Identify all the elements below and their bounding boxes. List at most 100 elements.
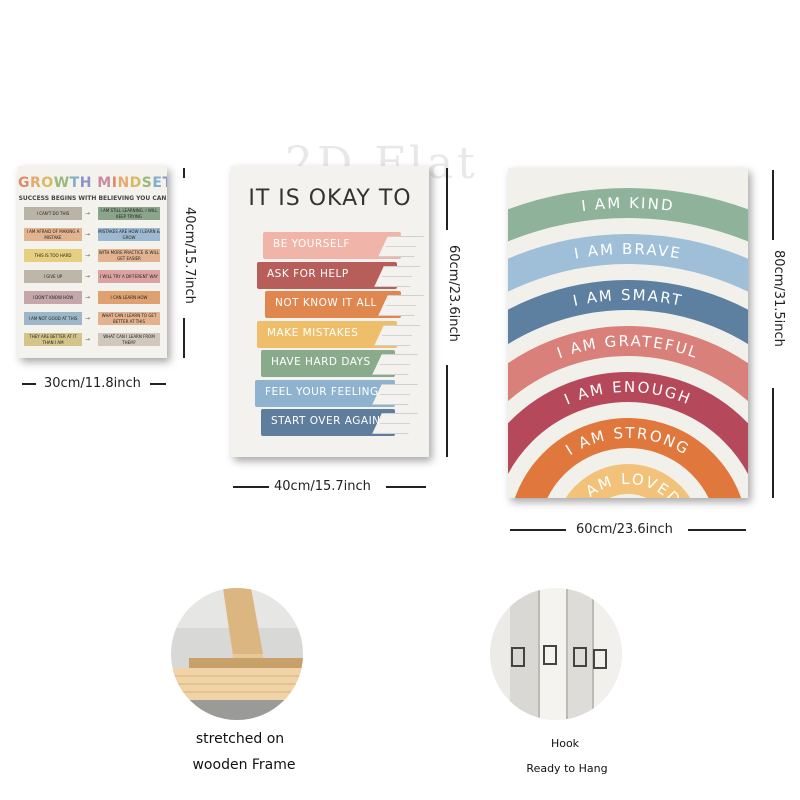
width-dimension-line bbox=[386, 486, 426, 488]
frame-caption-line2: wooden Frame bbox=[192, 757, 296, 773]
height-dimension-line bbox=[446, 168, 448, 230]
book-spine: NOT KNOW IT ALL bbox=[265, 291, 424, 318]
title-letter: R bbox=[30, 175, 42, 191]
height-dimension-line bbox=[772, 170, 774, 240]
mindset-row: THIS IS TOO HARD → WITH MORE PRACTICE IS W… bbox=[24, 248, 164, 264]
growth-mindset-phrase: WITH MORE PRACTICE IS WILL GET EASIER bbox=[98, 249, 160, 262]
hook-caption-line1: Hook bbox=[550, 737, 580, 750]
growth-mindset-phrase: I WILL TRY A DIFFERENT WAY bbox=[98, 270, 160, 283]
book-spine: MAKE MISTAKES bbox=[257, 320, 420, 348]
wooden-frame-image bbox=[171, 588, 303, 720]
book-pages bbox=[374, 324, 420, 346]
book-pages bbox=[378, 295, 424, 316]
mindset-row: I AM AFRAID OF MAKING A MISTAKE → MISTAKES… bbox=[24, 227, 164, 243]
title-letter: T bbox=[162, 175, 167, 191]
book-label: FEEL YOUR FEELINGS bbox=[265, 385, 386, 398]
wooden-frame-detail bbox=[171, 588, 303, 720]
rainbow-arc bbox=[508, 326, 748, 402]
book-spine: ASK FOR HELP bbox=[257, 261, 420, 289]
mindset-row: I AM NOT GOOD AT THIS → WHAT CAN I LEARN T… bbox=[24, 311, 164, 327]
title-letter: T bbox=[69, 175, 80, 191]
arrow-right-icon: → bbox=[85, 231, 91, 238]
width-label-medium: 40cm/15.7inch bbox=[274, 479, 371, 494]
height-label-large: 80cm/31.5inch bbox=[771, 250, 786, 347]
title-letter: O bbox=[41, 175, 54, 191]
frame-caption-line1: stretched on bbox=[195, 731, 285, 747]
book-label: BE YOURSELF bbox=[273, 238, 350, 250]
fixed-mindset-phrase: I DON'T KNOW HOW bbox=[24, 291, 82, 304]
rainbow-arc bbox=[508, 372, 748, 475]
rainbow-arc bbox=[508, 234, 748, 292]
arrow-right-icon: → bbox=[85, 294, 91, 301]
width-label-large: 60cm/23.6inch bbox=[576, 522, 673, 537]
width-dimension-line bbox=[510, 529, 566, 531]
arrow-right-icon: → bbox=[85, 315, 91, 322]
okay-poster-title: IT IS OKAY TO bbox=[248, 186, 412, 211]
title-letter: G bbox=[18, 175, 30, 191]
arrow-right-icon: → bbox=[85, 210, 91, 217]
book-pages bbox=[374, 265, 420, 287]
title-letter: H bbox=[79, 175, 92, 191]
rainbow-arc bbox=[514, 418, 742, 498]
book-label: START OVER AGAIN bbox=[271, 415, 381, 427]
fixed-mindset-phrase: I AM NOT GOOD AT THIS bbox=[24, 312, 82, 325]
height-dimension-line bbox=[183, 318, 185, 358]
width-label-small: 30cm/11.8inch bbox=[44, 376, 141, 391]
title-letter: D bbox=[129, 175, 142, 191]
book-label: MAKE MISTAKES bbox=[267, 326, 359, 339]
book-label: NOT KNOW IT ALL bbox=[275, 297, 377, 309]
mindset-row: I DON'T KNOW HOW → I CAN LEARN HOW bbox=[24, 290, 164, 306]
book-pages bbox=[372, 354, 418, 375]
hook-image bbox=[490, 588, 622, 720]
book-pages bbox=[372, 413, 418, 434]
growth-mindset-poster: GROWTH MINDSET SUCCESS BEGINS WITH BELIE… bbox=[18, 166, 167, 358]
arrow-right-icon: → bbox=[85, 273, 91, 280]
growth-mindset-phrase: I CAN LEARN HOW bbox=[98, 291, 160, 304]
title-letter: S bbox=[141, 175, 153, 191]
width-dimension-line bbox=[22, 383, 36, 385]
height-dimension-line bbox=[183, 168, 185, 178]
book-label: HAVE HARD DAYS bbox=[271, 356, 371, 368]
rainbow-arc bbox=[508, 280, 748, 345]
book-spine: HAVE HARD DAYS bbox=[261, 350, 418, 377]
mindset-row: I GIVE UP → I WILL TRY A DIFFERENT WAY bbox=[24, 269, 164, 285]
affirmation-label: I AM KIND bbox=[580, 194, 675, 215]
height-dimension-line bbox=[446, 365, 448, 457]
title-letter: M bbox=[97, 175, 112, 191]
height-label-medium: 60cm/23.6inch bbox=[446, 245, 461, 342]
book-spine: BE YOURSELF bbox=[263, 232, 424, 259]
growth-mindset-phrase: MISTAKES ARE HOW I LEARN & GROW bbox=[98, 228, 160, 241]
arrow-right-icon: → bbox=[85, 252, 91, 259]
mindset-row: I CAN'T DO THIS → I AM STILL LEARNING. I W… bbox=[24, 206, 164, 222]
height-dimension-line bbox=[772, 388, 774, 498]
hook-caption-line2: Ready to Hang bbox=[526, 762, 608, 775]
growth-mindset-phrase: I AM STILL LEARNING. I WILL KEEP TRYING bbox=[98, 207, 160, 220]
growth-mindset-phrase: WHAT CAN I LEARN TO GET BETTER AT THIS bbox=[98, 312, 160, 325]
title-letter: E bbox=[152, 175, 163, 191]
fixed-mindset-phrase: I CAN'T DO THIS bbox=[24, 207, 82, 220]
rainbow-poster: I AM KIND I AM BRAVE I AM SMART I AM GRATEF… bbox=[508, 168, 748, 498]
width-dimension-line bbox=[150, 383, 166, 385]
affirmation-label: I AM BRAVE bbox=[573, 240, 683, 263]
fixed-mindset-phrase: I GIVE UP bbox=[24, 270, 82, 283]
affirmation-label: I AM SMART bbox=[571, 286, 684, 310]
fixed-mindset-phrase: THIS IS TOO HARD bbox=[24, 249, 82, 262]
arrow-right-icon: → bbox=[85, 336, 91, 343]
width-dimension-line bbox=[688, 529, 746, 531]
fixed-mindset-phrase: THEY ARE BETTER AT IT THAN I AM bbox=[24, 333, 82, 346]
width-dimension-line bbox=[233, 486, 269, 488]
book-pages bbox=[378, 236, 424, 257]
title-letter: N bbox=[117, 175, 130, 191]
height-label-small: 40cm/15.7inch bbox=[182, 207, 197, 304]
growth-mindset-phrase: WHAT CAN I LEARN FROM THEM? bbox=[98, 333, 160, 346]
book-spine: START OVER AGAIN bbox=[261, 409, 418, 436]
fixed-mindset-phrase: I AM AFRAID OF MAKING A MISTAKE bbox=[24, 228, 82, 241]
rainbow-arc bbox=[565, 464, 691, 498]
growth-mindset-subtitle: SUCCESS BEGINS WITH BELIEVING YOU CAN bbox=[18, 195, 167, 202]
book-label: ASK FOR HELP bbox=[267, 267, 349, 280]
title-letter: I bbox=[111, 175, 118, 191]
hook-detail bbox=[490, 588, 622, 720]
book-spine: FEEL YOUR FEELINGS bbox=[255, 379, 418, 407]
growth-mindset-title: GROWTH MINDSET bbox=[18, 175, 167, 191]
